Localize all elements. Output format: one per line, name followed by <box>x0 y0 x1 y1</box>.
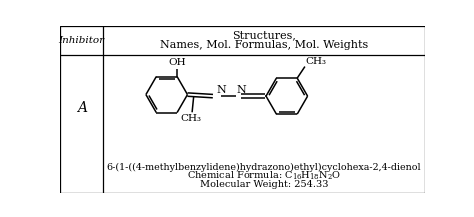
Text: Inhibitor: Inhibitor <box>59 36 105 45</box>
Text: Molecular Weight: 254.33: Molecular Weight: 254.33 <box>200 180 328 189</box>
Text: A: A <box>77 101 87 115</box>
Text: Names, Mol. Formulas, Mol. Weights: Names, Mol. Formulas, Mol. Weights <box>160 39 368 49</box>
Text: OH: OH <box>168 58 186 67</box>
Text: N: N <box>217 85 227 95</box>
Text: CH₃: CH₃ <box>306 57 327 66</box>
Text: N: N <box>236 85 246 95</box>
Text: CH₃: CH₃ <box>181 114 202 123</box>
Text: Structures,: Structures, <box>232 30 296 40</box>
Text: Chemical Formula: $\mathregular{C_{16}H_{18}N_{2}O}$: Chemical Formula: $\mathregular{C_{16}H_… <box>187 170 341 182</box>
Text: 6-(1-((4-methylbenzylidene)hydrazono)ethyl)cyclohexa-2,4-dienol: 6-(1-((4-methylbenzylidene)hydrazono)eth… <box>107 163 421 172</box>
